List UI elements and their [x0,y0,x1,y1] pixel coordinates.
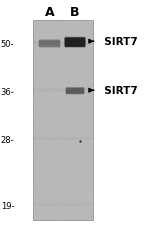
FancyBboxPatch shape [66,87,84,94]
FancyBboxPatch shape [39,41,60,48]
Text: A: A [45,6,54,19]
Bar [33,203,93,207]
FancyBboxPatch shape [66,88,84,94]
Text: 36-: 36- [1,87,15,96]
Text: B: B [70,6,80,19]
Text: 28-: 28- [1,135,14,144]
Text: SIRT7: SIRT7 [89,86,138,96]
FancyBboxPatch shape [65,39,85,48]
FancyBboxPatch shape [66,89,84,95]
Bar [33,42,93,45]
Bar [33,20,93,220]
FancyBboxPatch shape [65,37,85,47]
Text: 50-: 50- [1,40,14,49]
Text: 19-: 19- [1,201,14,210]
FancyBboxPatch shape [65,38,85,48]
Bar [33,137,93,141]
Text: SIRT7: SIRT7 [89,37,138,47]
FancyBboxPatch shape [39,41,60,49]
Bar [33,89,93,93]
FancyBboxPatch shape [39,40,60,47]
